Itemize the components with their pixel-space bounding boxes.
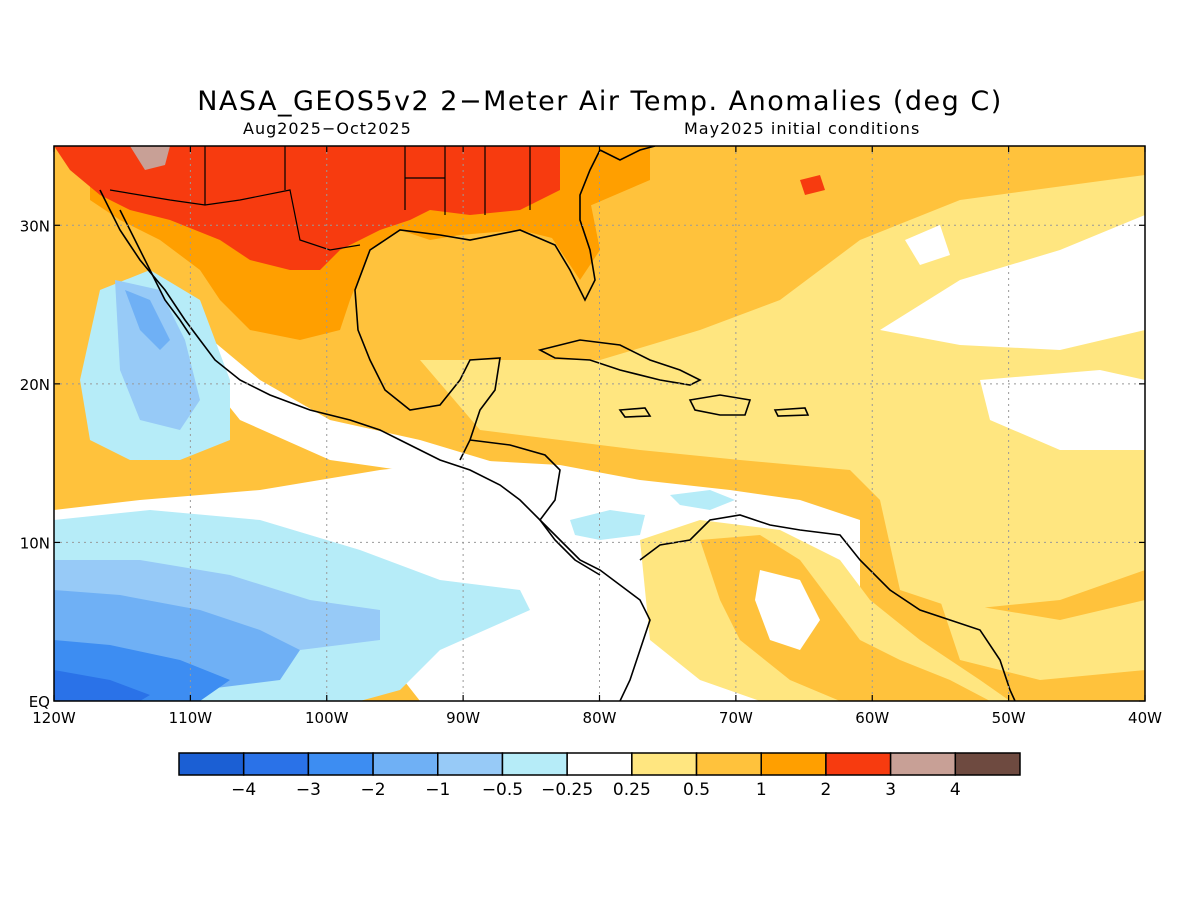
colorbar-swatch [501,752,568,776]
coastline-hispaniola [688,394,752,416]
coastline-central-america [469,439,601,576]
anomaly-region-neutral-mexico [200,330,540,500]
colorbar-swatch [437,752,504,776]
colorbar-swatch [178,752,245,776]
colorbar-label: −3 [296,780,321,800]
y-tick-label: EQ [29,693,50,711]
x-tick-label: 60W [855,709,889,727]
colorbar-swatch [372,752,439,776]
colorbar-label: 0.25 [613,780,651,800]
colorbar-label: 1 [756,780,767,800]
axis-ticks: 120W 110W 100W 90W 80W 70W 60W 50W 40W EQ 10N 20N 30… [20,146,1162,727]
x-tick-label: 40W [1128,709,1162,727]
colorbar-label: −1 [425,780,450,800]
anomaly-region-3-4-us [130,146,170,170]
x-tick-label: 100W [305,709,349,727]
coastline-gulf [354,149,601,461]
coastline-baja [119,209,191,336]
map-title: NASA_GEOS5v2 2−Meter Air Temp. Anomalies… [197,86,1003,117]
anomaly-region-neg-caribbean [570,510,645,540]
x-tick-label: 80W [583,709,617,727]
anomaly-fill-layer [54,146,1145,701]
colorbar-label: 2 [821,780,832,800]
coastline-jamaica [618,407,652,418]
colorbar-label: 3 [885,780,896,800]
colorbar-swatch [242,752,310,776]
anomaly-region-neg-3-pacific [54,670,150,701]
gridlines [54,146,1145,701]
anomaly-region-neg-venezuela [670,490,735,510]
initial-conditions: May2025 initial conditions [684,119,921,138]
anomaly-region-neutral-atlantic-3 [905,225,950,265]
x-tick-label: 50W [992,709,1026,727]
borders [109,146,531,251]
colorbar-swatch [760,752,827,776]
colorbar-swatch [307,752,374,776]
colorbar-swatch [695,752,762,776]
colorbar-label: 4 [950,780,961,800]
coastline-south-america [639,514,1016,701]
anomaly-region-neutral-atlantic-1 [880,215,1145,350]
colorbar-swatch [825,752,892,776]
coastlines [99,146,1016,701]
colorbar-label: −4 [231,780,256,800]
coastline-us-atlantic [599,146,656,161]
x-tick-label: 70W [719,709,753,727]
colorbar-label: 0.5 [683,780,710,800]
colorbar-label: −0.5 [482,780,523,800]
border-us-mexico [109,189,361,251]
y-tick-label: 10N [20,534,50,552]
anomaly-region-0.25-0.5-sa [940,600,1145,680]
colorbar-label: −0.25 [541,780,593,800]
anomaly-region-sa-white [755,570,820,650]
colorbar-swatch [631,752,698,776]
anomaly-region-2-3-atlantic [800,175,825,195]
x-tick-label: 120W [32,709,76,727]
x-tick-label: 90W [446,709,480,727]
coastline-cuba [537,339,702,386]
anomaly-region-neutral-atlantic-2 [980,370,1145,450]
colorbar: −4 −3 −2 −1 −0.5 −0.25 0.25 0.5 1 2 3 4 [178,752,1021,800]
anomaly-region-neg-1-baja [125,290,170,350]
colorbar-label: −2 [361,780,386,800]
coastline-puerto-rico [773,407,810,417]
forecast-period: Aug2025−Oct2025 [243,119,412,138]
colorbar-swatch [954,752,1021,776]
y-tick-label: 20N [20,376,50,394]
anomaly-region-2-3-us [54,146,560,270]
coastline-mexico-pacific [99,189,651,701]
y-tick-label: 30N [20,217,50,235]
colorbar-swatch [566,752,633,776]
x-tick-label: 110W [169,709,213,727]
colorbar-swatch [889,752,957,776]
